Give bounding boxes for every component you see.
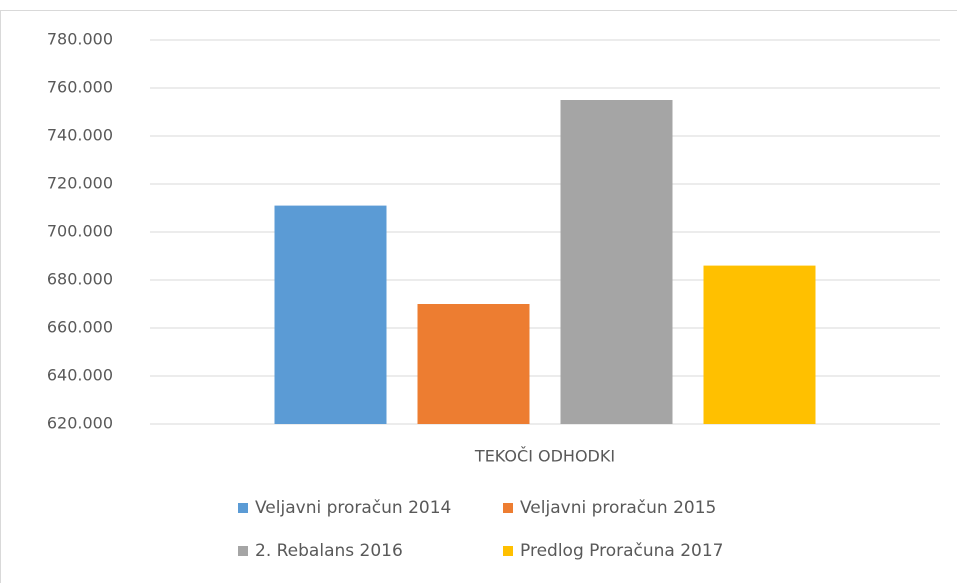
legend-swatch: [238, 546, 248, 556]
bar: [703, 265, 816, 424]
legend-label: Veljavni proračun 2014: [255, 498, 451, 518]
legend-label: Veljavni proračun 2015: [520, 498, 716, 518]
y-tick-label: 760.000: [47, 78, 113, 97]
legend-swatch: [503, 503, 513, 513]
y-tick-label: 720.000: [47, 174, 113, 193]
y-tick-label: 680.000: [47, 270, 113, 289]
bar: [417, 304, 530, 424]
x-tick-label: TEKOČI ODHODKI: [474, 447, 615, 466]
legend-swatch: [238, 503, 248, 513]
chart-border: [0, 10, 957, 583]
bar: [560, 100, 673, 424]
bar: [274, 205, 387, 424]
y-tick-label: 740.000: [47, 126, 113, 145]
y-tick-label: 780.000: [47, 30, 113, 49]
y-tick-label: 660.000: [47, 318, 113, 337]
y-tick-label: 700.000: [47, 222, 113, 241]
y-tick-label: 620.000: [47, 414, 113, 433]
legend-label: Predlog Proračuna 2017: [520, 541, 724, 561]
y-tick-label: 640.000: [47, 366, 113, 385]
legend-swatch: [503, 546, 513, 556]
legend-label: 2. Rebalans 2016: [255, 541, 403, 561]
